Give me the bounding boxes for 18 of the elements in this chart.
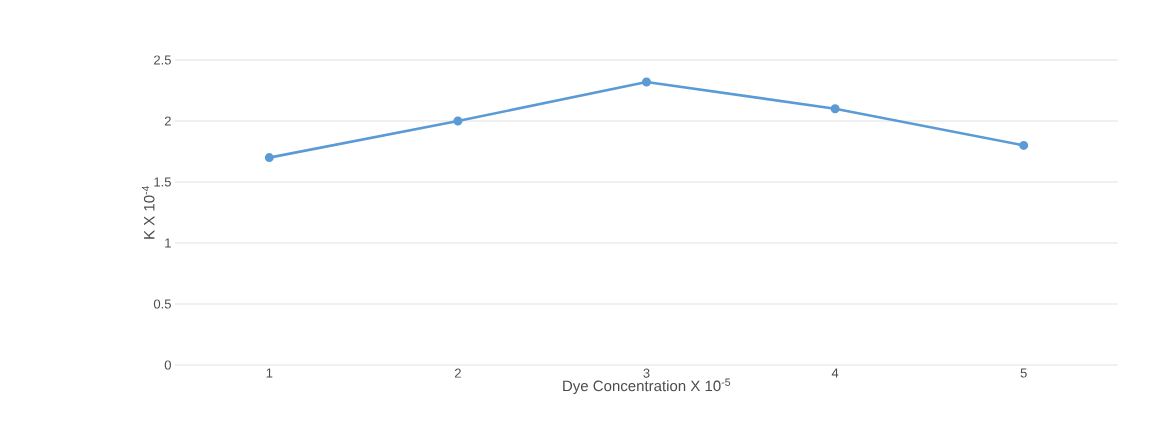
y-axis-title: K X 10$^{-4}$	[141, 185, 155, 239]
x-tick-label: 5	[1020, 368, 1027, 378]
point	[453, 116, 463, 126]
x-tick-label: 2	[454, 368, 461, 378]
x-axis-title: Dye Concentration X 10$^{-5}$	[563, 378, 731, 395]
x-tick-label: 4	[831, 368, 839, 378]
y-tick-label: 1	[165, 238, 171, 248]
point	[1019, 140, 1029, 150]
x-tick-label: 3	[643, 368, 650, 378]
y-tick-label: 1.5	[154, 177, 171, 187]
x-tick-label: 1	[266, 368, 273, 378]
point	[264, 153, 274, 163]
y-tick-label: 2	[164, 116, 171, 126]
y-tick-label: 0.5	[153, 299, 171, 309]
y-tick-label: 2.5	[154, 55, 171, 65]
point	[642, 77, 651, 87]
point	[830, 104, 840, 114]
y-tick-label: 0	[164, 360, 171, 370]
